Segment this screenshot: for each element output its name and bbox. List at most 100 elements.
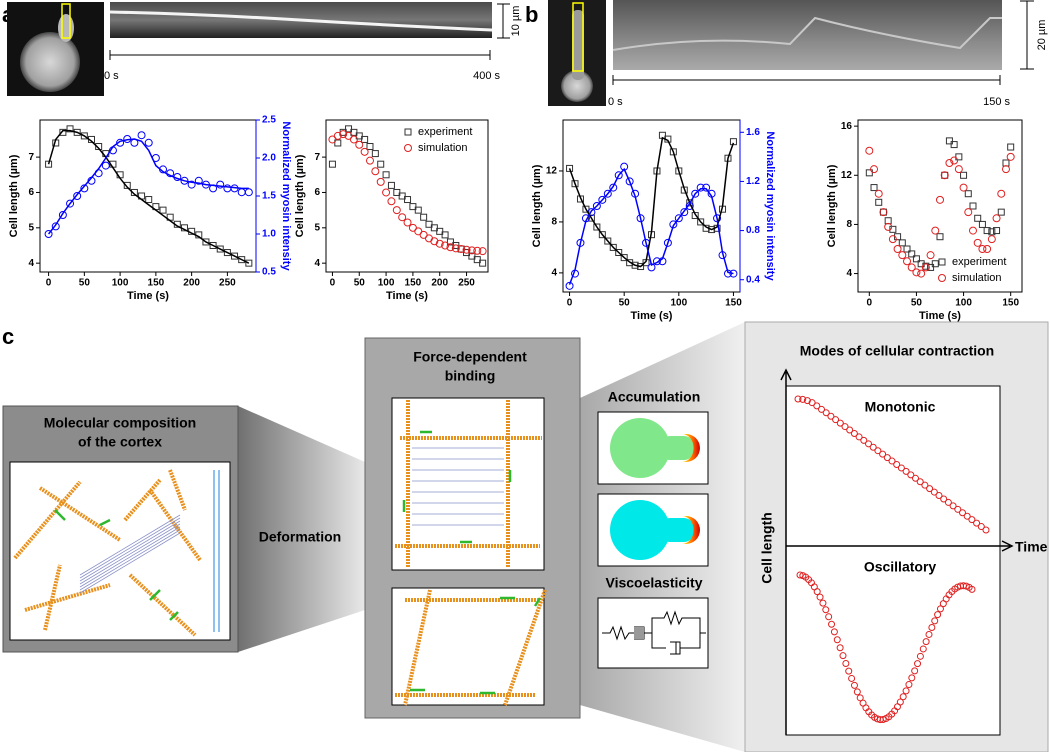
y2-axis-label: Normalized myosin intensity [764, 131, 776, 281]
data-point [674, 214, 683, 223]
schematic-marker [832, 416, 840, 424]
schematic-marker [935, 492, 943, 500]
data-point [987, 235, 996, 244]
x-tick-label: 100 [112, 278, 129, 289]
data-point [393, 188, 401, 196]
data-point [452, 241, 460, 249]
actin-filament [168, 469, 187, 511]
y-tick-label: 16 [841, 121, 853, 132]
schematic-marker [916, 652, 924, 660]
x-axis-label: Time (s) [127, 290, 169, 302]
x-tick-label: 250 [219, 278, 236, 289]
y2-tick-label: 0.4 [746, 274, 760, 285]
data-point [376, 177, 385, 186]
data-point [462, 245, 471, 254]
data-point [603, 189, 612, 198]
data-point [870, 165, 879, 174]
data-point [404, 196, 412, 204]
data-point [333, 131, 342, 140]
time-label: 400 s [473, 70, 500, 82]
data-point [889, 225, 897, 233]
data-point [964, 190, 972, 198]
data-point [940, 171, 949, 180]
data-point [441, 241, 450, 250]
schematic-marker [869, 443, 877, 451]
schematic-marker [944, 498, 952, 506]
schematic-marker [940, 495, 948, 503]
time-label: 150 s [983, 96, 1010, 108]
panel-label: b [525, 2, 538, 27]
data-point [371, 167, 380, 176]
schematic-marker [813, 402, 821, 410]
actin-filament [403, 589, 432, 706]
data-point [387, 197, 396, 206]
actin-filament [43, 564, 62, 631]
x-tick-label: 50 [911, 298, 923, 309]
label: Accumulation [608, 389, 701, 405]
data-point [598, 231, 606, 239]
axis-label: Time [1015, 539, 1048, 555]
axis-arrow [780, 368, 1014, 735]
schematic-marker [839, 652, 847, 660]
time-bar [109, 50, 491, 60]
data-point [636, 214, 645, 223]
y-tick-label: 6 [28, 187, 34, 198]
cell-shape [660, 518, 694, 542]
schematic-marker [922, 638, 930, 646]
schematic-marker [930, 488, 938, 496]
cell-shape [610, 500, 670, 560]
myosin-filament [79, 520, 181, 582]
schematic-marker [968, 585, 976, 593]
schematic-marker [848, 674, 856, 682]
time-bar [612, 75, 1001, 85]
schematic-marker [977, 523, 985, 531]
roi-box [572, 2, 584, 72]
myosin-cap [682, 434, 700, 462]
schematic-panel [391, 587, 545, 706]
data-point [959, 183, 968, 192]
schematic-marker [931, 617, 939, 625]
data-point [604, 237, 612, 245]
data-point [625, 177, 634, 186]
data-point [409, 203, 417, 211]
data-point [974, 214, 982, 222]
schematic-marker [874, 447, 882, 455]
myosin-filament [79, 529, 181, 591]
data-point [194, 176, 203, 185]
myosin-cap [682, 516, 700, 544]
data-point [708, 226, 716, 234]
cell-shape [660, 436, 694, 460]
data-point [377, 160, 385, 168]
myosin-filament [79, 517, 181, 579]
y2-tick-label: 1.5 [262, 191, 276, 202]
data-point [382, 171, 390, 179]
data-point [355, 132, 363, 140]
actin-filament [148, 488, 202, 562]
scale-label: 20 µm [1036, 20, 1048, 51]
y-tick-label: 8 [551, 217, 557, 228]
data-point [696, 183, 705, 192]
data-point [398, 192, 406, 200]
box-title: Modes of cellular contraction [800, 343, 994, 359]
data-point [238, 256, 246, 264]
schematic-marker [860, 436, 868, 444]
crosslinker [149, 589, 161, 601]
data-point [403, 218, 412, 227]
data-point [80, 132, 88, 140]
data-point [997, 208, 1005, 216]
data-point [954, 165, 963, 174]
data-point [468, 252, 476, 260]
x-tick-label: 50 [354, 278, 366, 289]
data-point [955, 153, 963, 161]
data-point [917, 269, 926, 278]
schematic-marker [963, 512, 971, 520]
data-point [874, 189, 883, 198]
data-point [898, 239, 906, 247]
data-point [451, 244, 460, 253]
box-title: binding [445, 368, 496, 384]
data-point [349, 135, 358, 144]
mode-label: Oscillatory [864, 559, 937, 575]
schematic-marker [856, 694, 864, 702]
x-axis-label: Time (s) [631, 310, 673, 322]
box-title: Molecular composition [44, 415, 196, 431]
